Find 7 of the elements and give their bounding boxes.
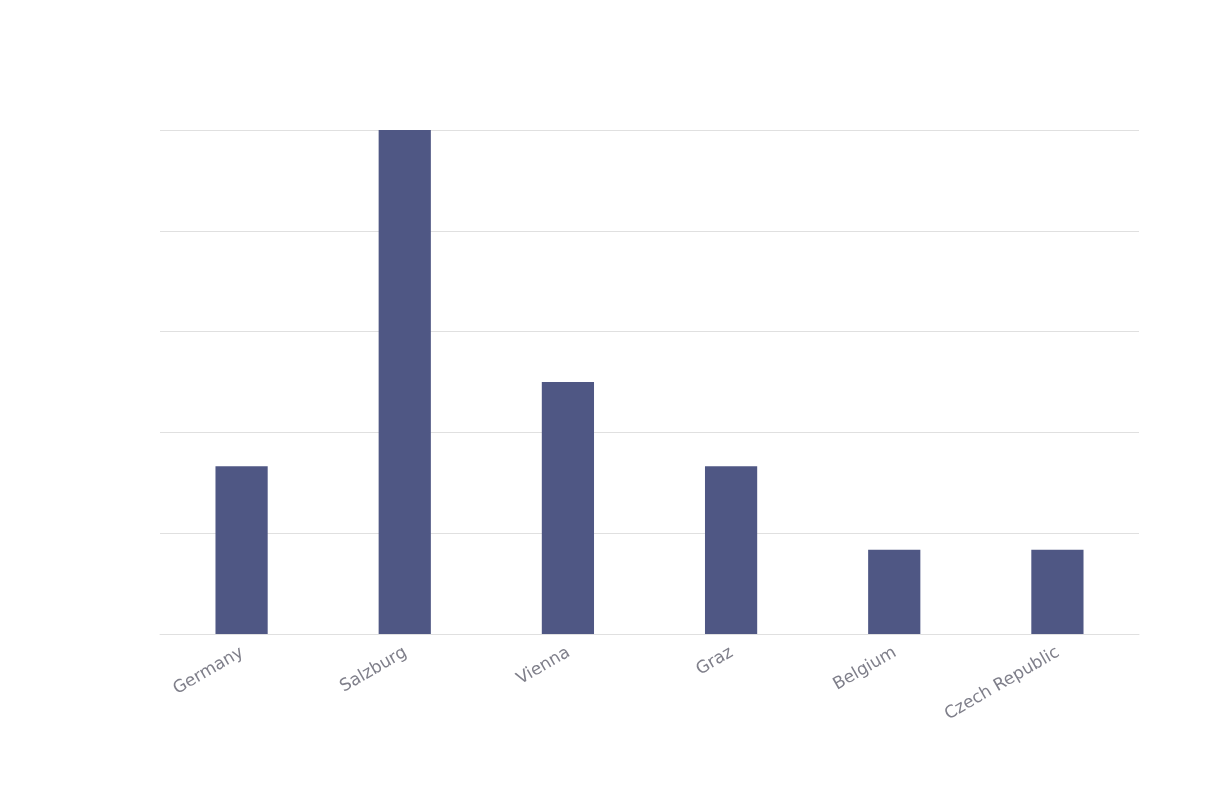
bar [868,549,921,634]
x-tick-label: Graz [691,641,737,679]
bar [378,130,431,634]
bar [215,466,268,634]
bar [704,466,758,634]
bar [541,382,595,634]
bar [1031,549,1084,634]
